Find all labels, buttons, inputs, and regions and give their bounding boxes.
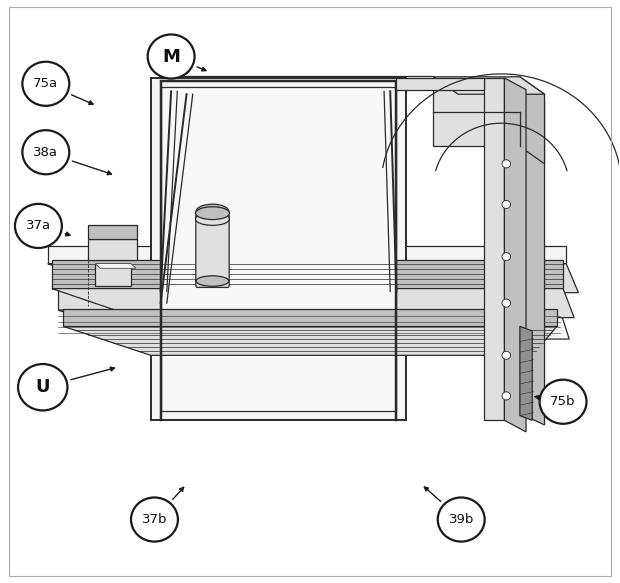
Polygon shape (48, 246, 566, 264)
Polygon shape (58, 310, 569, 339)
FancyBboxPatch shape (196, 215, 229, 287)
Circle shape (502, 352, 511, 359)
Ellipse shape (196, 204, 229, 219)
Polygon shape (88, 239, 137, 259)
Polygon shape (63, 326, 557, 355)
Circle shape (148, 34, 195, 79)
Ellipse shape (195, 213, 229, 226)
Polygon shape (484, 78, 505, 420)
Circle shape (502, 201, 511, 209)
Text: 37b: 37b (142, 513, 167, 526)
Ellipse shape (195, 207, 229, 220)
Polygon shape (520, 84, 544, 425)
Polygon shape (151, 78, 406, 420)
Polygon shape (48, 264, 578, 293)
Circle shape (539, 380, 587, 424)
Text: 39b: 39b (448, 513, 474, 526)
Polygon shape (52, 259, 563, 289)
Polygon shape (95, 264, 136, 268)
Text: ©ReplacementParts.com: ©ReplacementParts.com (244, 321, 376, 331)
Circle shape (502, 392, 511, 400)
Circle shape (18, 364, 68, 410)
Circle shape (502, 299, 511, 307)
Circle shape (15, 204, 62, 248)
Circle shape (438, 497, 485, 542)
Circle shape (22, 62, 69, 106)
Text: 38a: 38a (33, 146, 58, 159)
Polygon shape (161, 87, 396, 411)
Text: 75b: 75b (551, 395, 576, 408)
Text: U: U (35, 378, 50, 396)
Text: M: M (162, 47, 180, 65)
Polygon shape (63, 309, 557, 326)
Polygon shape (52, 289, 574, 318)
Polygon shape (433, 77, 544, 94)
Polygon shape (88, 225, 137, 239)
Polygon shape (433, 77, 520, 146)
Circle shape (22, 130, 69, 174)
Polygon shape (396, 78, 484, 90)
Text: 37a: 37a (26, 219, 51, 233)
Polygon shape (505, 78, 526, 432)
Polygon shape (520, 326, 532, 420)
Polygon shape (520, 77, 544, 164)
Circle shape (502, 160, 511, 168)
Circle shape (131, 497, 178, 542)
Ellipse shape (196, 276, 229, 286)
Circle shape (502, 252, 511, 261)
Polygon shape (58, 286, 560, 310)
Text: 75a: 75a (33, 78, 58, 90)
Polygon shape (95, 264, 131, 286)
